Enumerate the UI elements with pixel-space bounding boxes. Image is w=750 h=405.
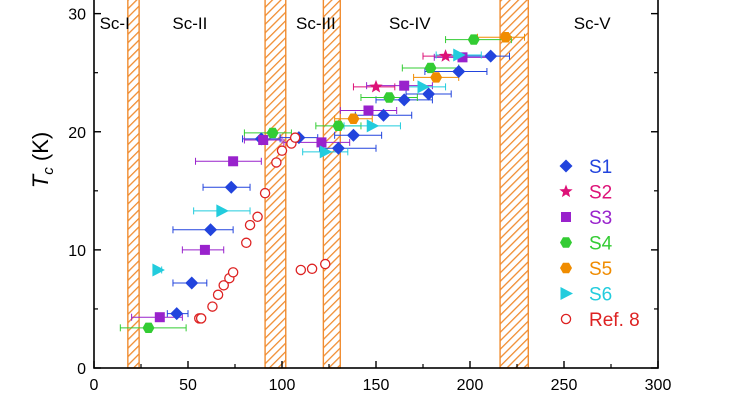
- legend-marker-s3: [561, 212, 571, 222]
- data-point-ref-8: [289, 132, 301, 143]
- x-tick-label: 300: [645, 377, 672, 394]
- data-point-s6: [417, 80, 430, 94]
- y-axis-title-sub: c: [40, 167, 57, 175]
- y-tick-label: 0: [77, 361, 86, 378]
- y-tick-label: 20: [68, 125, 86, 142]
- data-point-s6: [453, 48, 466, 62]
- legend-marker-s1: [559, 159, 573, 173]
- data-point-s1: [204, 223, 218, 237]
- data-point-s1: [377, 108, 391, 122]
- data-point-s1: [224, 180, 238, 194]
- region-label: Sc-IV: [389, 14, 431, 33]
- legend-label-s4: S4: [589, 234, 613, 255]
- legend-label-s2: S2: [589, 183, 612, 204]
- x-tick-label: 250: [551, 377, 578, 394]
- phase-boundary-band: [264, 0, 287, 369]
- data-point-ref-8: [227, 267, 239, 278]
- data-point-ref-8: [319, 258, 331, 270]
- data-point-s1: [484, 49, 498, 63]
- legend-marker-s4: [560, 237, 572, 248]
- data-point-s4: [383, 92, 396, 103]
- data-point-s5: [347, 113, 360, 124]
- region-label: Sc-II: [172, 14, 207, 33]
- phase-boundary-band: [127, 0, 140, 369]
- data-point-s1: [346, 128, 360, 142]
- data-point-ref-8: [306, 263, 318, 275]
- legend-label-s1: S1: [589, 157, 612, 178]
- data-point-s5: [499, 32, 512, 43]
- data-point-s5: [430, 72, 443, 83]
- data-point-s1: [331, 141, 345, 155]
- data-point-ref-8: [271, 157, 282, 168]
- y-axis-title: Tc (K): [28, 132, 57, 188]
- data-point-s3: [457, 52, 468, 63]
- data-point-s1: [185, 276, 199, 290]
- data-point-s1: [422, 87, 436, 101]
- legend-label-s6: S6: [589, 285, 612, 306]
- data-point-s3: [258, 135, 269, 146]
- data-point-s1: [170, 307, 184, 321]
- data-point-s1: [397, 93, 411, 107]
- legend-label-s3: S3: [589, 208, 612, 229]
- legend-marker-s5: [560, 262, 572, 274]
- data-point-s6: [319, 145, 333, 159]
- x-tick-label: 50: [179, 377, 197, 394]
- data-point-s3: [399, 80, 410, 91]
- data-point-s4: [266, 127, 279, 139]
- data-point-ref-8: [276, 145, 288, 156]
- data-point-ref-8: [212, 289, 224, 301]
- data-point-s3: [199, 244, 210, 255]
- data-point-ref-8: [259, 187, 271, 199]
- data-point-s1: [452, 65, 466, 79]
- region-label: Sc-V: [574, 14, 612, 33]
- x-tick-label: 200: [457, 377, 484, 394]
- data-point-ref-8: [195, 313, 207, 324]
- data-point-s4: [332, 120, 345, 132]
- data-point-ref-8: [295, 264, 307, 276]
- data-point-s3: [363, 105, 374, 116]
- x-tick-label: 0: [90, 377, 99, 394]
- data-point-ref-8: [218, 280, 229, 291]
- data-point-s2: [438, 49, 453, 62]
- plot-frame: [93, 0, 659, 369]
- legend-marker-s2: [559, 184, 573, 198]
- y-tick-label: 30: [68, 7, 86, 24]
- data-point-s4: [142, 322, 155, 334]
- data-point-ref-8: [244, 219, 256, 231]
- data-point-ref-8: [207, 301, 218, 312]
- x-tick-label: 100: [269, 377, 296, 394]
- region-label: Sc-I: [100, 14, 130, 33]
- data-point-ref-8: [241, 237, 252, 249]
- legend-label-ref-8: Ref. 8: [589, 310, 640, 331]
- y-tick-label: 10: [68, 243, 86, 260]
- legend-marker-s6: [560, 287, 573, 300]
- data-point-s3: [228, 156, 239, 167]
- phase-boundary-band: [322, 0, 341, 369]
- data-point-ref-8: [252, 211, 263, 223]
- data-point-s4: [467, 34, 480, 45]
- data-point-s2: [369, 79, 383, 93]
- y-axis-title-unit: (K): [28, 132, 53, 167]
- data-point-s6: [366, 119, 380, 133]
- data-point-s3: [154, 312, 165, 323]
- y-axis-title-main: T: [28, 173, 53, 188]
- data-point-s3: [316, 137, 327, 148]
- x-tick-label: 150: [363, 377, 390, 394]
- legend-marker-ref-8: [560, 313, 572, 325]
- legend-label-s5: S5: [589, 259, 612, 280]
- data-point-s6: [216, 204, 229, 218]
- data-point-s4: [424, 62, 437, 74]
- phase-boundary-band: [499, 0, 529, 369]
- region-label: Sc-III: [296, 14, 336, 33]
- data-point-s6: [152, 263, 165, 277]
